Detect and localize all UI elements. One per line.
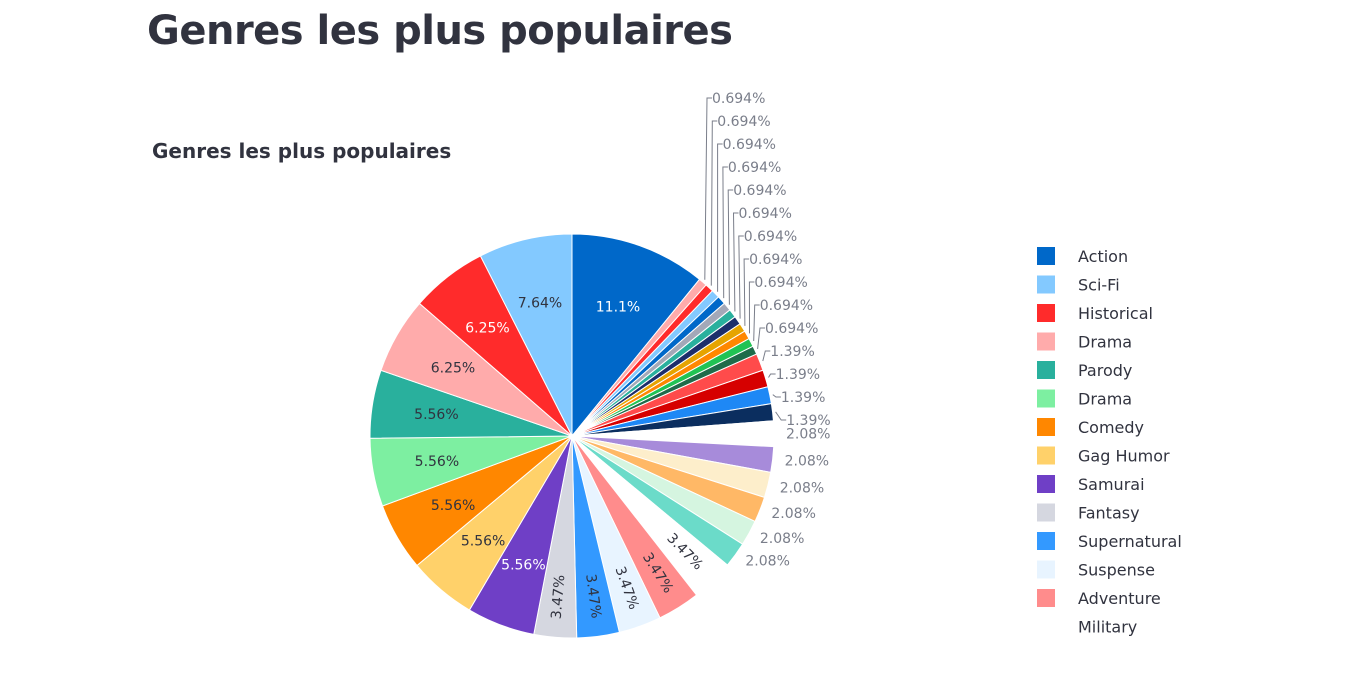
leader-line [710,120,718,286]
legend-swatch[interactable] [1037,304,1055,322]
legend-swatch[interactable] [1037,446,1055,465]
slice-label: 0.694% [765,321,818,337]
leader-line [748,281,755,334]
legend-item-label[interactable]: Gag Humor [1078,447,1170,466]
slice-label: 0.694% [723,137,776,153]
legend-item-label[interactable]: Supernatural [1078,532,1182,551]
slice-label: 2.08% [786,427,830,443]
page-title: Genres les plus populaires [147,8,733,54]
slice-label: 3.47% [582,573,604,619]
legend-swatch[interactable] [1037,332,1055,351]
legend-item-label[interactable]: Drama [1078,390,1132,409]
slice-label: 0.694% [733,183,786,199]
leader-line [762,350,771,362]
slice-label: 0.694% [717,114,770,130]
slice-label: 5.56% [431,498,475,514]
legend-item-label[interactable]: Samurai [1078,475,1145,494]
leader-line [772,394,781,398]
leader-line [732,212,739,312]
slice-label: 0.694% [760,298,813,314]
legend-swatch[interactable] [1037,617,1055,636]
slice-label: 1.39% [776,367,820,383]
slice-label: 1.39% [770,344,814,360]
slice-label: 6.25% [431,360,475,376]
slice-label: 0.694% [728,160,781,176]
leader-line [753,304,760,342]
leader-line [757,327,765,349]
slice-label: 6.25% [465,321,509,337]
chart-title: Genres les plus populaires [152,139,451,163]
slice-label: 0.694% [739,206,792,222]
leader-line [722,166,728,299]
slice-label: 0.694% [749,252,802,268]
legend-swatch[interactable] [1037,503,1055,522]
legend-swatch[interactable] [1037,275,1055,294]
slice-label: 11.1% [596,300,640,316]
leader-line [727,189,734,305]
leader-line [775,411,787,421]
legend-swatch[interactable] [1037,532,1055,550]
legend-swatch[interactable] [1037,418,1055,436]
slice-label: 5.56% [414,407,458,423]
legend-item-label[interactable]: Adventure [1078,589,1161,608]
slice-label: 2.08% [745,554,789,570]
slice-label: 7.64% [518,295,562,311]
slice-label: 5.56% [501,558,545,574]
leader-line [717,143,723,292]
pie-slices [369,233,775,639]
legend-item-label[interactable]: Drama [1078,333,1132,352]
leader-line [704,97,712,280]
pie-slice[interactable] [479,233,573,437]
leader-line [768,373,776,378]
legend-item-label[interactable]: Fantasy [1078,504,1140,523]
slice-label: 0.694% [754,275,807,291]
slice-label: 0.694% [712,91,765,107]
legend-item-label[interactable]: Parody [1078,361,1132,380]
legend-item-label[interactable]: Historical [1078,304,1153,323]
legend-swatch[interactable] [1037,361,1055,379]
legend-swatch[interactable] [1037,589,1055,607]
legend-item-label[interactable]: Action [1078,247,1128,266]
slice-label: 0.694% [744,229,797,245]
pie-slice[interactable] [571,233,701,438]
slice-label: 5.56% [461,534,505,550]
legend-item-label[interactable]: Comedy [1078,418,1144,437]
slice-label: 3.47% [549,574,569,620]
legend-swatch[interactable] [1037,475,1055,493]
legend-item-label[interactable]: Military [1078,618,1137,637]
slice-label: 2.08% [771,506,815,522]
slice-label: 1.39% [781,390,825,406]
legend-swatch[interactable] [1037,389,1055,408]
slice-label: 1.39% [786,413,830,429]
leader-line [738,235,744,319]
legend-swatch[interactable] [1037,247,1055,265]
slice-label: 5.56% [415,454,459,470]
chart-legend: Action Sci-Fi Historical Drama Parody Drama Co… [1037,247,1182,637]
legend-swatch[interactable] [1037,560,1055,579]
pie-labels: 11.1% 0.694% 0.694% 0.694% 0.694% 0.694% 0.694… [414,91,831,620]
slice-label: 2.08% [760,531,804,547]
legend-item-label[interactable]: Sci-Fi [1078,276,1120,295]
slice-label: 2.08% [785,454,829,470]
legend-item-label[interactable]: Suspense [1078,561,1155,580]
leader-line [743,258,750,326]
slice-label: 2.08% [780,480,824,496]
